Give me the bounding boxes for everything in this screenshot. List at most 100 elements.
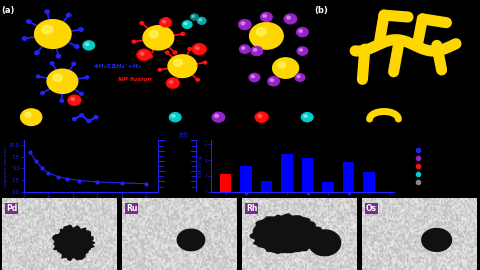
Circle shape bbox=[162, 21, 166, 23]
Bar bbox=[343, 162, 354, 192]
Circle shape bbox=[270, 79, 274, 82]
Circle shape bbox=[140, 52, 144, 55]
Bar bbox=[220, 174, 231, 192]
Circle shape bbox=[251, 46, 263, 56]
Text: Os: Os bbox=[366, 204, 377, 213]
Bar bbox=[323, 182, 334, 192]
Bar bbox=[302, 158, 313, 192]
Circle shape bbox=[295, 74, 305, 81]
Circle shape bbox=[241, 22, 245, 25]
Circle shape bbox=[56, 55, 60, 58]
Polygon shape bbox=[177, 229, 204, 251]
Circle shape bbox=[203, 61, 207, 64]
Circle shape bbox=[166, 51, 169, 54]
Circle shape bbox=[297, 28, 308, 37]
Circle shape bbox=[197, 17, 206, 24]
Circle shape bbox=[256, 28, 266, 36]
Circle shape bbox=[299, 30, 302, 32]
Circle shape bbox=[258, 115, 262, 117]
Circle shape bbox=[173, 82, 177, 85]
Y-axis label: SSA (m²/g): SSA (m²/g) bbox=[199, 155, 203, 177]
Circle shape bbox=[181, 32, 185, 35]
Text: Rh: Rh bbox=[246, 204, 257, 213]
Circle shape bbox=[140, 22, 144, 25]
Circle shape bbox=[72, 117, 76, 121]
Circle shape bbox=[160, 19, 171, 27]
Circle shape bbox=[45, 10, 49, 14]
Circle shape bbox=[60, 99, 64, 102]
Circle shape bbox=[250, 23, 283, 49]
Bar bbox=[281, 154, 293, 192]
Circle shape bbox=[193, 44, 205, 54]
Circle shape bbox=[297, 47, 308, 55]
Circle shape bbox=[149, 31, 158, 38]
Circle shape bbox=[287, 16, 290, 19]
Circle shape bbox=[25, 112, 31, 117]
Circle shape bbox=[192, 43, 206, 55]
Polygon shape bbox=[309, 230, 341, 256]
Circle shape bbox=[182, 21, 192, 28]
Circle shape bbox=[215, 114, 218, 117]
Circle shape bbox=[68, 95, 81, 105]
Circle shape bbox=[138, 50, 150, 60]
Text: Ru: Ru bbox=[126, 204, 137, 213]
Circle shape bbox=[47, 69, 78, 93]
Circle shape bbox=[253, 49, 257, 51]
Circle shape bbox=[212, 112, 225, 122]
Circle shape bbox=[132, 40, 136, 43]
Circle shape bbox=[196, 78, 199, 81]
Circle shape bbox=[53, 74, 62, 81]
Circle shape bbox=[74, 45, 79, 48]
Circle shape bbox=[159, 18, 172, 28]
Circle shape bbox=[80, 92, 84, 95]
Circle shape bbox=[71, 98, 74, 100]
Text: (b): (b) bbox=[314, 6, 328, 15]
Circle shape bbox=[174, 59, 182, 66]
Circle shape bbox=[94, 116, 98, 119]
Circle shape bbox=[284, 14, 297, 24]
Circle shape bbox=[172, 115, 175, 117]
Circle shape bbox=[143, 26, 174, 50]
Circle shape bbox=[184, 22, 187, 25]
Circle shape bbox=[169, 81, 173, 83]
Circle shape bbox=[35, 51, 39, 55]
Circle shape bbox=[241, 47, 245, 49]
Circle shape bbox=[173, 51, 177, 54]
Text: 4H₂≡BH₄⁻+H₂: 4H₂≡BH₄⁻+H₂ bbox=[94, 64, 141, 69]
Y-axis label: Ligament size (nm): Ligament size (nm) bbox=[3, 146, 8, 186]
Circle shape bbox=[87, 119, 91, 123]
Circle shape bbox=[41, 92, 44, 94]
Circle shape bbox=[26, 20, 31, 23]
Bar bbox=[240, 166, 252, 192]
Circle shape bbox=[273, 58, 299, 78]
Circle shape bbox=[299, 49, 302, 51]
Circle shape bbox=[297, 75, 300, 78]
Circle shape bbox=[278, 62, 286, 68]
Circle shape bbox=[23, 37, 27, 40]
Circle shape bbox=[36, 75, 40, 78]
Circle shape bbox=[35, 20, 71, 48]
Circle shape bbox=[50, 62, 54, 65]
Circle shape bbox=[42, 25, 53, 34]
Bar bbox=[363, 172, 375, 192]
Circle shape bbox=[85, 76, 89, 79]
Circle shape bbox=[158, 68, 162, 71]
Circle shape bbox=[169, 113, 181, 122]
Circle shape bbox=[168, 55, 197, 77]
Circle shape bbox=[67, 14, 71, 17]
Circle shape bbox=[192, 15, 194, 17]
Circle shape bbox=[69, 96, 80, 105]
Circle shape bbox=[240, 45, 250, 53]
Circle shape bbox=[21, 109, 42, 126]
Circle shape bbox=[83, 41, 95, 50]
Circle shape bbox=[165, 18, 168, 21]
Circle shape bbox=[149, 55, 152, 58]
Circle shape bbox=[263, 15, 266, 17]
Text: (a): (a) bbox=[1, 6, 14, 15]
Circle shape bbox=[137, 49, 151, 60]
Circle shape bbox=[72, 62, 76, 65]
Circle shape bbox=[80, 114, 84, 117]
Circle shape bbox=[188, 48, 192, 50]
Circle shape bbox=[304, 115, 307, 117]
Text: NP fusion: NP fusion bbox=[118, 77, 152, 82]
